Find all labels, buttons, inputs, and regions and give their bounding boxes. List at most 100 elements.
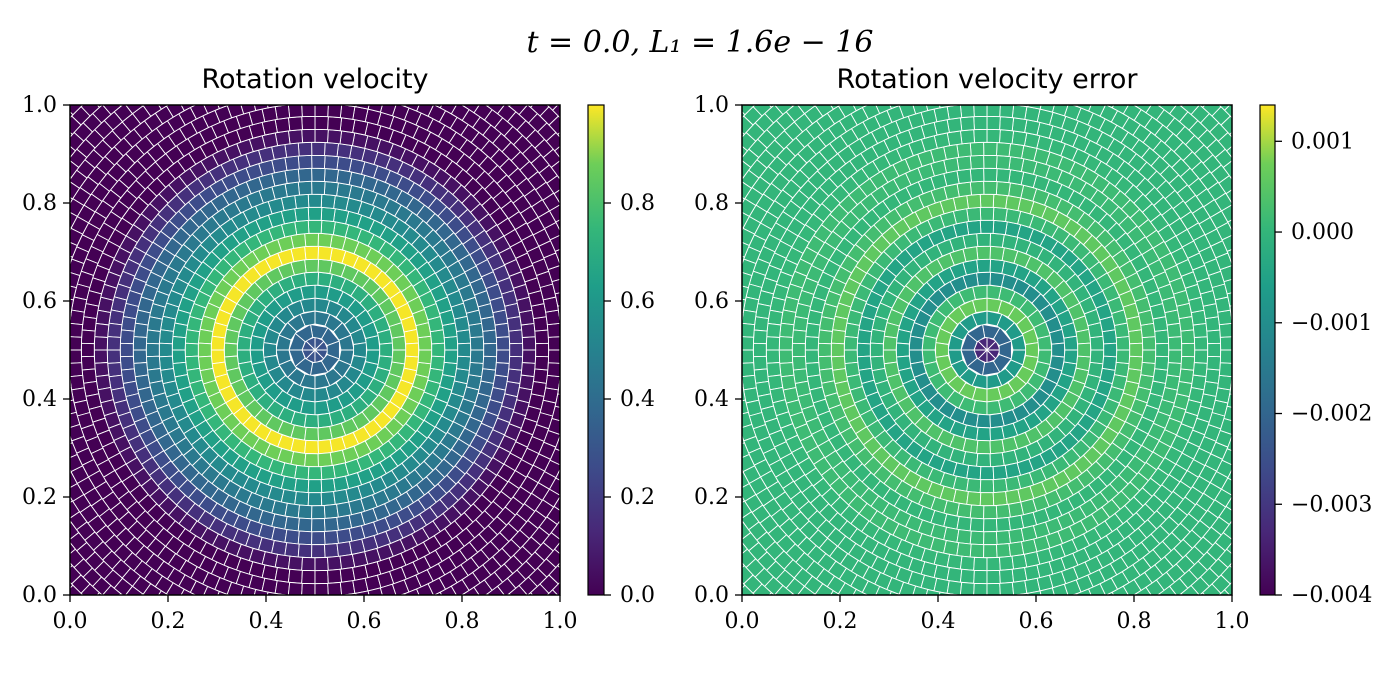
velocity-mesh-cell <box>226 581 245 595</box>
velocity-mesh-cell <box>217 661 233 677</box>
velocity-mesh-cell <box>0 375 6 389</box>
error-mesh-cell <box>1301 462 1318 479</box>
velocity-mesh-cell <box>561 356 575 370</box>
velocity-mesh-cell <box>301 128 316 144</box>
velocity-mesh-cell <box>0 144 11 162</box>
error-mesh-cell <box>1145 105 1165 121</box>
velocity-mesh-cell <box>29 432 45 448</box>
error-mesh-cell <box>677 382 692 397</box>
velocity-mesh-cell <box>494 645 512 663</box>
error-mesh-cell <box>830 342 845 358</box>
error-mesh-cell <box>1081 657 1097 673</box>
velocity-mesh-cell <box>622 239 638 255</box>
velocity-mesh-cell <box>8 450 25 467</box>
error-mesh-cell <box>993 13 1007 26</box>
velocity-mesh-cell <box>7 122 25 140</box>
velocity-mesh-cell <box>381 625 397 641</box>
error-mesh-cell <box>865 625 882 642</box>
error-mesh-cell <box>742 500 753 519</box>
error-mesh-cell <box>975 271 991 287</box>
velocity-mesh-cell <box>169 69 186 86</box>
error-mesh-cell <box>944 1 958 15</box>
error-mesh-cell <box>830 355 846 371</box>
velocity-mesh-cell <box>677 376 691 390</box>
error-mesh-cell <box>856 342 871 358</box>
error-mesh-cell <box>1225 145 1232 159</box>
error-mesh-cell <box>792 315 809 332</box>
velocity-mesh-cell <box>483 31 501 49</box>
velocity-mesh-cell <box>0 549 18 567</box>
error-mesh-cell <box>1196 607 1214 625</box>
error-mesh-cell <box>705 444 722 461</box>
velocity-mesh-cell <box>70 211 78 229</box>
velocity-mesh-cell <box>405 342 420 358</box>
error-mesh-cell <box>864 652 881 669</box>
error-mesh-cell <box>1331 278 1346 293</box>
error-mesh-cell <box>1141 336 1157 351</box>
error-mesh-cell <box>1078 617 1095 634</box>
velocity-mesh-cell <box>344 633 359 648</box>
error-mesh-cell <box>1328 265 1344 280</box>
velocity-mesh-cell <box>567 284 583 300</box>
error-mesh-cell <box>956 155 972 171</box>
error-mesh-cell <box>1096 665 1113 682</box>
velocity-mesh-cell <box>70 541 77 555</box>
error-mesh-cell <box>1325 252 1341 268</box>
error-mesh-cell <box>1178 368 1195 385</box>
error-mesh-cell <box>1011 594 1016 595</box>
error-mesh-cell <box>1239 400 1255 416</box>
velocity-x-tick-label: 0.0 <box>53 609 88 634</box>
velocity-mesh-cell <box>125 585 144 595</box>
error-mesh-cell <box>1084 670 1100 686</box>
velocity-mesh-cell <box>208 12 224 28</box>
velocity-mesh-cell <box>0 297 8 312</box>
velocity-mesh-cell <box>567 400 583 416</box>
velocity-mesh-cell <box>403 355 420 372</box>
error-mesh-cell <box>1230 176 1232 181</box>
velocity-mesh-cell <box>43 369 57 383</box>
error-mesh-cell <box>805 623 823 641</box>
velocity-mesh-cell <box>678 337 691 350</box>
velocity-mesh-cell <box>549 234 560 252</box>
velocity-mesh-cell <box>0 363 4 377</box>
error-mesh-cell <box>954 39 968 53</box>
velocity-mesh-cell <box>292 609 306 623</box>
error-mesh-cell <box>1282 246 1298 262</box>
error-mesh-cell <box>941 672 956 686</box>
error-mesh-cell <box>995 181 1011 197</box>
error-mesh-cell <box>1324 337 1337 350</box>
error-mesh-cell <box>928 643 943 658</box>
velocity-mesh-cell <box>184 355 201 371</box>
error-mesh-cell <box>742 160 752 179</box>
velocity-mesh-cell <box>0 426 16 442</box>
velocity-mesh-cell <box>15 431 31 447</box>
error-mesh-cell <box>957 686 971 700</box>
velocity-mesh-cell <box>22 536 40 554</box>
error-mesh-cell <box>715 317 729 331</box>
velocity-mesh-cell <box>272 0 286 2</box>
error-mesh-cell <box>918 4 933 19</box>
error-mesh-cell <box>1239 443 1256 460</box>
error-mesh-cell <box>1108 660 1125 677</box>
error-mesh-cell <box>997 687 1011 700</box>
velocity-colorbar-tick-label: 0.6 <box>620 289 655 314</box>
error-mesh-cell <box>742 105 755 116</box>
velocity-mesh-cell <box>272 685 286 699</box>
velocity-mesh-cell <box>147 36 164 54</box>
velocity-mesh-cell <box>562 343 575 356</box>
velocity-mesh-cell <box>363 682 378 697</box>
error-mesh-cell <box>928 16 943 31</box>
error-mesh-cell <box>1239 284 1255 300</box>
velocity-mesh-cell <box>394 621 410 637</box>
velocity-mesh-cell <box>205 41 221 57</box>
velocity-mesh-cell <box>520 322 536 338</box>
velocity-mesh-cell <box>355 590 370 595</box>
velocity-mesh-cell <box>486 585 505 595</box>
velocity-mesh-cell <box>217 37 233 53</box>
velocity-mesh-cell <box>203 105 220 115</box>
error-mesh-cell <box>804 349 820 364</box>
velocity-mesh-cell <box>311 180 326 195</box>
error-mesh-cell <box>791 355 807 371</box>
velocity-mesh-cell <box>505 638 523 656</box>
velocity-mesh-cell <box>157 61 175 79</box>
